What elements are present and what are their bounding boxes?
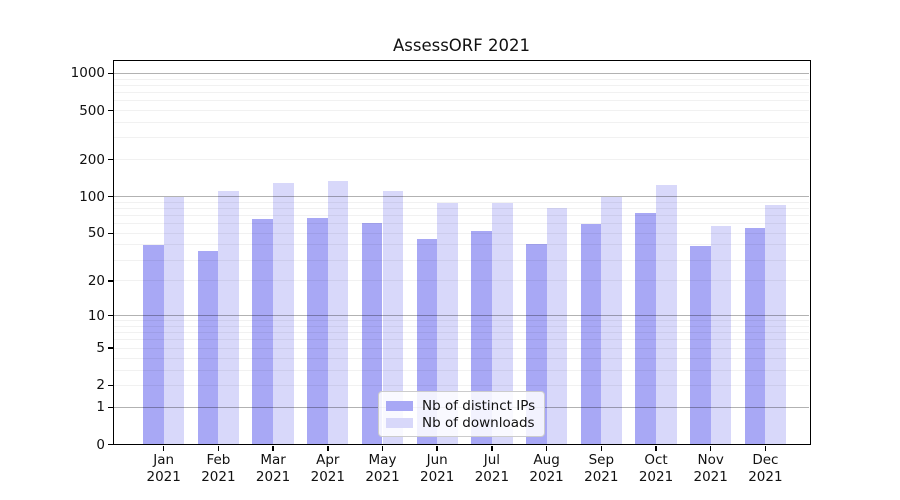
bar-distinct-ips-mar	[252, 218, 274, 445]
y-tick-mark-50	[108, 232, 113, 235]
bar-downloads-jul	[491, 203, 513, 445]
bar-distinct-ips-feb	[197, 250, 219, 445]
minor-gridline-600	[113, 100, 809, 102]
y-tick-label-5: 5	[96, 340, 105, 357]
bar-distinct-ips-sep	[580, 223, 602, 445]
x-tick-mark-jun	[436, 445, 438, 451]
x-tick-mark-aug	[545, 445, 548, 451]
x-tick-label-oct: Oct 2021	[624, 452, 688, 486]
x-tick-year-apr: 2021	[310, 469, 345, 485]
minor-gridline-300	[113, 137, 809, 139]
x-tick-label-dec: Dec 2021	[733, 452, 797, 486]
bar-downloads-nov	[710, 226, 732, 445]
major-gridline-1000	[113, 72, 809, 74]
y-tick-label-20: 20	[87, 272, 105, 289]
x-tick-mark-may	[381, 445, 384, 451]
bar-downloads-mar	[273, 182, 294, 445]
x-tick-label-apr: Apr 2021	[296, 452, 360, 486]
x-tick-mark-jan	[162, 445, 165, 451]
legend-swatch-downloads	[386, 417, 413, 428]
x-tick-year-sep: 2021	[584, 469, 619, 485]
x-tick-year-jul: 2021	[474, 469, 510, 485]
x-tick-mark-dec	[764, 445, 767, 451]
x-tick-year-nov: 2021	[693, 469, 728, 485]
bar-downloads-aug	[546, 208, 568, 445]
bar-downloads-feb	[218, 191, 240, 445]
x-tick-year-feb: 2021	[201, 469, 236, 485]
bar-distinct-ips-nov	[690, 246, 711, 445]
y-tick-label-10: 10	[87, 307, 105, 324]
x-tick-year-dec: 2021	[748, 469, 783, 485]
x-tick-mark-nov	[709, 445, 712, 451]
y-tick-label-500: 500	[79, 102, 105, 119]
x-tick-mark-sep	[600, 445, 603, 451]
y-tick-mark-100	[108, 195, 113, 198]
minor-gridline-700	[113, 91, 809, 93]
legend-row-downloads: Nb of downloads	[386, 414, 535, 431]
y-tick-mark-20	[108, 280, 113, 282]
y-tick-mark-200	[108, 158, 113, 161]
x-tick-year-jan: 2021	[146, 469, 181, 485]
y-tick-label-1000: 1000	[70, 65, 105, 82]
y-tick-mark-2	[108, 384, 113, 387]
y-tick-label-0: 0	[96, 436, 105, 453]
x-tick-year-mar: 2021	[255, 469, 291, 485]
x-tick-year-jun: 2021	[420, 469, 455, 485]
x-tick-label-feb: Feb 2021	[186, 452, 250, 486]
y-tick-mark-5	[108, 347, 113, 349]
x-tick-label-sep: Sep 2021	[569, 452, 633, 486]
bar-downloads-oct	[656, 184, 677, 445]
bar-downloads-jan	[163, 196, 185, 445]
x-tick-mark-jul	[491, 445, 493, 451]
x-tick-mark-apr	[327, 445, 329, 451]
y-tick-mark-500	[108, 109, 113, 112]
bar-distinct-ips-dec	[744, 228, 766, 445]
x-tick-mark-oct	[655, 445, 657, 451]
bar-downloads-jun	[437, 203, 458, 445]
x-tick-label-jun: Jun 2021	[405, 452, 469, 486]
x-tick-label-jan: Jan 2021	[132, 452, 196, 486]
x-tick-label-may: May 2021	[351, 452, 415, 486]
y-tick-label-50: 50	[87, 225, 105, 242]
y-tick-mark-10	[108, 314, 113, 317]
legend-row-distinct-ips: Nb of distinct IPs	[386, 397, 535, 414]
y-tick-label-1: 1	[96, 399, 105, 416]
x-tick-year-aug: 2021	[529, 469, 564, 485]
bar-downloads-dec	[765, 205, 787, 445]
y-tick-mark-1000	[108, 72, 113, 75]
bar-downloads-may	[382, 190, 404, 445]
minor-gridline-400	[113, 121, 809, 123]
minor-gridline-200	[113, 159, 809, 161]
y-tick-mark-1	[108, 406, 113, 408]
y-tick-mark-0	[108, 443, 113, 446]
y-tick-label-200: 200	[79, 151, 105, 168]
y-tick-label-100: 100	[79, 188, 105, 205]
bar-distinct-ips-may	[361, 222, 383, 445]
legend-label-distinct-ips: Nb of distinct IPs	[422, 397, 536, 414]
x-tick-label-nov: Nov 2021	[679, 452, 743, 486]
x-tick-label-mar: Mar 2021	[241, 452, 305, 486]
bar-distinct-ips-jan	[143, 244, 164, 445]
legend-label-downloads: Nb of downloads	[422, 414, 535, 431]
chart-title: AssessORF 2021	[392, 36, 530, 55]
x-tick-label-aug: Aug 2021	[515, 452, 579, 486]
bar-distinct-ips-oct	[635, 213, 656, 445]
minor-gridline-900	[113, 78, 809, 80]
minor-gridline-800	[113, 84, 809, 86]
x-tick-mark-mar	[272, 445, 274, 451]
legend-swatch-distinct-ips	[386, 400, 413, 411]
x-tick-label-jul: Jul 2021	[460, 452, 524, 486]
x-tick-mark-feb	[217, 445, 220, 451]
y-tick-label-2: 2	[96, 377, 105, 394]
legend: Nb of distinct IPs Nb of downloads	[378, 391, 546, 437]
bar-distinct-ips-apr	[307, 217, 328, 445]
bar-downloads-apr	[327, 180, 349, 445]
minor-gridline-500	[113, 110, 809, 112]
x-tick-year-oct: 2021	[638, 469, 674, 485]
bar-downloads-sep	[601, 196, 622, 445]
x-tick-year-may: 2021	[365, 469, 400, 485]
